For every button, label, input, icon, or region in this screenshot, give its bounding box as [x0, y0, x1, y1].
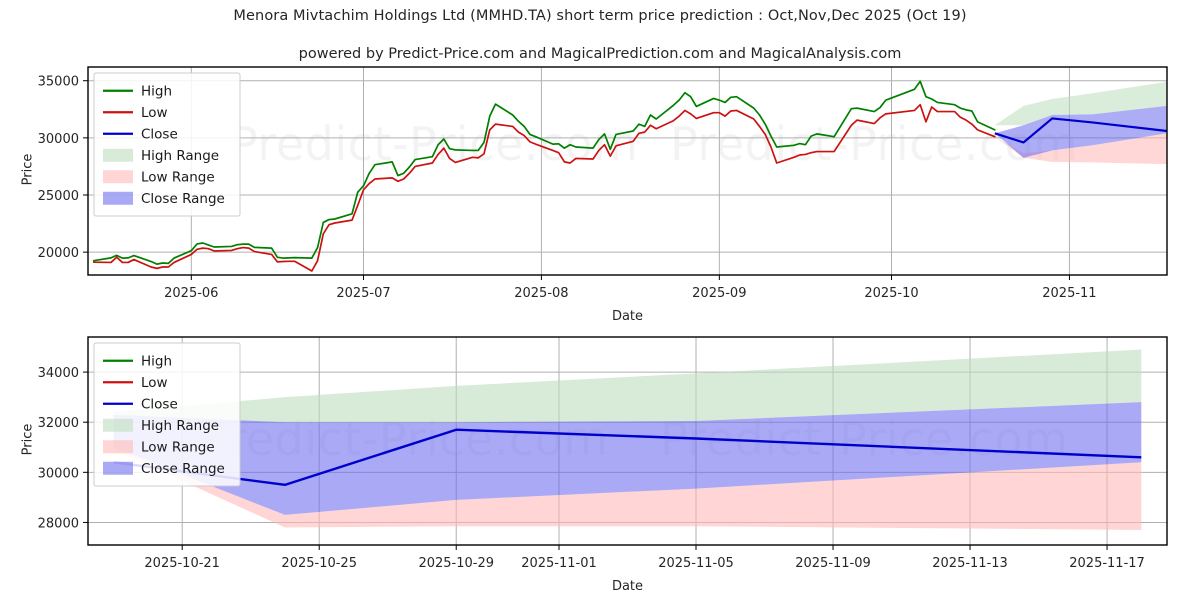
legend-label: High Range — [141, 148, 219, 164]
close-range-band — [994, 105, 1167, 158]
legend-label: Close — [141, 396, 178, 412]
low-range-band — [113, 447, 1142, 530]
legend-item-low-range: Low Range — [103, 169, 215, 185]
x-tick-label: 2025-11 — [1042, 286, 1096, 301]
low-line — [92, 103, 996, 272]
legend: High Low Close High Range Low Range Close Ran… — [93, 72, 241, 217]
x-tick-label: 2025-07 — [336, 286, 390, 301]
legend-item-high-range: High Range — [103, 148, 219, 164]
x-tick-label: 2025-11-09 — [795, 556, 871, 571]
page-title: Menora Mivtachim Holdings Ltd (MMHD.TA) … — [233, 8, 967, 24]
close-line — [994, 117, 1168, 144]
legend-band-swatch — [103, 461, 133, 475]
high-range-band — [994, 81, 1167, 126]
legend-label: High — [141, 83, 172, 99]
legend-label: Low — [141, 105, 168, 121]
legend-label: High — [141, 353, 172, 369]
plot-frame — [87, 66, 1168, 276]
x-tick-label: 2025-11-13 — [932, 556, 1008, 571]
high-range-band — [113, 349, 1142, 423]
legend-band-swatch — [103, 191, 133, 205]
legend-label: Low Range — [141, 169, 215, 185]
legend-band-swatch — [103, 440, 133, 454]
legend-item-close: Close — [103, 126, 178, 142]
legend-label: Close Range — [141, 461, 225, 477]
legend-item-close: Close — [103, 396, 178, 412]
x-tick-label: 2025-11-05 — [658, 556, 734, 571]
x-tick-label: 2025-11-01 — [521, 556, 597, 571]
legend-item-high: High — [103, 353, 172, 369]
y-tick-label: 25000 — [38, 189, 79, 204]
close-range-band — [113, 402, 1142, 515]
page-subtitle: powered by Predict-Price.com and Magical… — [298, 46, 902, 62]
detail-x-axis-label: Date — [611, 579, 644, 594]
y-tick-label: 28000 — [38, 516, 79, 531]
legend-item-high-range: High Range — [103, 418, 219, 434]
legend-item-close-range: Close Range — [103, 191, 225, 207]
legend-item-low-range: Low Range — [103, 439, 215, 455]
legend-item-low: Low — [103, 105, 168, 121]
x-tick-label: 2025-09 — [692, 286, 746, 301]
legend-band-swatch — [103, 170, 133, 184]
y-tick-label: 30000 — [38, 132, 79, 147]
legend: High Low Close High Range Low Range Close Ran… — [93, 342, 241, 487]
plot-frame — [87, 336, 1168, 546]
x-tick-label: 2025-10 — [864, 286, 918, 301]
legend-band-swatch — [103, 418, 133, 432]
legend-label: Low Range — [141, 439, 215, 455]
legend-item-close-range: Close Range — [103, 461, 225, 477]
x-tick-label: 2025-10-29 — [418, 556, 494, 571]
x-tick-label: 2025-11-17 — [1069, 556, 1145, 571]
y-tick-label: 34000 — [38, 366, 79, 381]
x-tick-label: 2025-08 — [514, 286, 568, 301]
legend-band-swatch — [103, 148, 133, 162]
x-tick-label: 2025-10-21 — [144, 556, 220, 571]
legend-label: Low — [141, 375, 168, 391]
high-line — [92, 80, 996, 265]
overview-x-axis-label: Date — [611, 309, 644, 324]
legend-item-low: Low — [103, 375, 168, 391]
x-tick-label: 2025-10-25 — [281, 556, 357, 571]
low-range-band — [994, 133, 1167, 165]
legend-label: Close Range — [141, 191, 225, 207]
y-tick-label: 20000 — [38, 246, 79, 261]
legend-item-high: High — [103, 83, 172, 99]
x-tick-label: 2025-06 — [164, 286, 218, 301]
detail-y-axis-label: Price — [20, 423, 36, 456]
y-tick-label: 30000 — [38, 466, 79, 481]
y-tick-label: 32000 — [38, 416, 79, 431]
legend-label: High Range — [141, 418, 219, 434]
overview-chart: Predict-Price.comPredict-Price.com200002… — [38, 66, 1168, 301]
legend-label: Close — [141, 126, 178, 142]
y-tick-label: 35000 — [38, 75, 79, 90]
